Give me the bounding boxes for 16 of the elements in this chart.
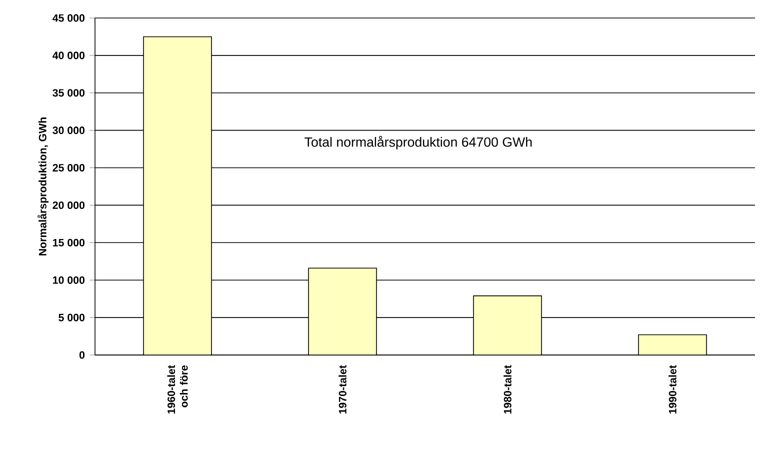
y-axis-title: Normalårsproduktion, GWh bbox=[38, 118, 49, 256]
annotation: Total normalårsproduktion 64700 GWh bbox=[304, 136, 532, 150]
y-tick-label: 25 000 bbox=[52, 164, 85, 172]
x-tick-label: 1970-talet bbox=[338, 365, 346, 414]
x-tick-label: 1990-talet bbox=[668, 365, 676, 414]
y-tick-label: 5 000 bbox=[58, 314, 85, 322]
y-tick-label: 35 000 bbox=[52, 89, 85, 97]
y-tick-label: 20 000 bbox=[52, 201, 85, 209]
y-tick-label: 10 000 bbox=[53, 276, 85, 284]
y-tick-label: 30 000 bbox=[52, 126, 85, 134]
y-tick-label: 15 000 bbox=[53, 238, 85, 246]
x-tick-label: 1960-talet och före bbox=[167, 365, 188, 414]
y-tick-label: 0 bbox=[79, 351, 85, 359]
y-tick-label: 45 000 bbox=[52, 14, 85, 22]
y-tick-label: 40 000 bbox=[52, 52, 85, 60]
x-tick-label: 1980-talet bbox=[504, 365, 512, 414]
